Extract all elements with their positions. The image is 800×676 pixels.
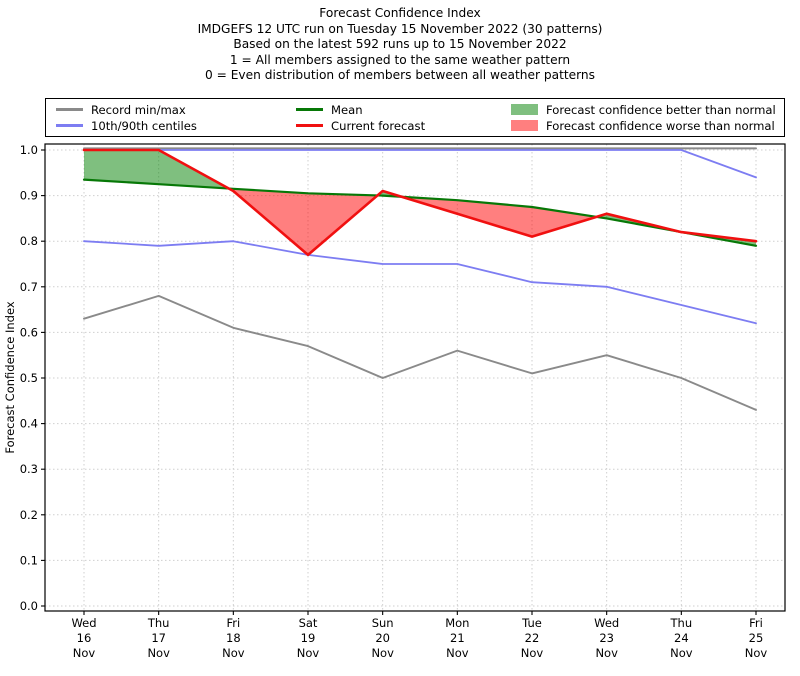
chart-subtitle-basis: Based on the latest 592 runs up to 15 No…	[233, 37, 567, 52]
x-tick-label: Thu	[147, 616, 170, 630]
chart-subtitle-scale-one: 1 = All members assigned to the same wea…	[229, 52, 571, 67]
x-tick-label: 22	[525, 631, 540, 645]
x-tick-label: Sat	[299, 616, 318, 630]
legend-label: Forecast confidence better than normal	[546, 102, 776, 117]
axis-tick-labels: 0.00.10.20.30.40.50.60.70.80.91.0Wed16No…	[20, 143, 768, 660]
y-tick-label: 0.0	[20, 599, 38, 613]
y-tick-label: 0.5	[20, 371, 38, 385]
x-tick-label: Nov	[297, 646, 320, 660]
y-axis-title: Forecast Confidence Index	[3, 301, 17, 453]
chart-title: Forecast Confidence Index	[319, 6, 481, 20]
x-tick-label: Nov	[147, 646, 170, 660]
y-tick-label: 0.9	[20, 189, 38, 203]
x-tick-label: Nov	[670, 646, 693, 660]
x-tick-label: 19	[301, 631, 316, 645]
x-tick-label: Tue	[521, 616, 542, 630]
chart-legend: Record min/max 10th/90th centiles Mean C…	[45, 98, 785, 137]
series-10th-centile-line	[83, 240, 757, 325]
x-tick-label: Nov	[222, 646, 245, 660]
x-tick-label: 23	[599, 631, 614, 645]
record-minmax-line-swatch	[56, 108, 83, 111]
x-tick-label: Fri	[226, 616, 240, 630]
x-tick-label: Nov	[521, 646, 544, 660]
series-90th-centile-line	[83, 149, 757, 179]
x-tick-label: Wed	[71, 616, 96, 630]
legend-item-worse-than-normal: Forecast confidence worse than normal	[511, 118, 775, 133]
legend-item-current-forecast: Current forecast	[296, 118, 425, 133]
series-record-min-line	[83, 294, 757, 411]
centiles-line-swatch	[56, 124, 83, 127]
x-tick-label: Nov	[73, 646, 96, 660]
x-tick-label: Nov	[595, 646, 618, 660]
axis-ticks	[41, 149, 757, 615]
legend-label: Forecast confidence worse than normal	[546, 118, 775, 133]
y-tick-label: 0.6	[20, 325, 38, 339]
worse-than-normal-patch-swatch	[511, 120, 538, 131]
y-tick-label: 0.8	[20, 234, 38, 248]
legend-item-better-than-normal: Forecast confidence better than normal	[511, 102, 776, 117]
current-forecast-line-swatch	[296, 124, 323, 127]
gridlines	[45, 144, 785, 611]
fill-worse-than-normal	[228, 188, 379, 255]
x-tick-label: Nov	[745, 646, 768, 660]
x-tick-label: 25	[749, 631, 764, 645]
x-tick-label: 21	[450, 631, 465, 645]
series-current-forecast-line	[82, 148, 758, 257]
series-mean-line	[82, 178, 758, 247]
x-tick-label: Sun	[372, 616, 394, 630]
x-tick-label: Nov	[446, 646, 469, 660]
legend-label: Mean	[331, 102, 363, 117]
x-tick-label: 18	[226, 631, 241, 645]
x-tick-label: Mon	[445, 616, 469, 630]
x-tick-label: Fri	[749, 616, 763, 630]
y-tick-label: 0.1	[20, 553, 38, 567]
legend-label: Record min/max	[91, 102, 186, 117]
legend-label: Current forecast	[331, 118, 426, 133]
chart-subtitle-scale-zero: 0 = Even distribution of members between…	[204, 68, 596, 83]
x-tick-label: 16	[77, 631, 92, 645]
fill-better-than-normal	[84, 150, 229, 189]
x-tick-label: Thu	[670, 616, 693, 630]
legend-item-mean: Mean	[296, 102, 363, 117]
x-tick-label: 20	[375, 631, 390, 645]
y-tick-label: 0.4	[20, 417, 38, 431]
legend-item-centiles: 10th/90th centiles	[56, 118, 197, 133]
x-tick-label: 24	[674, 631, 689, 645]
x-tick-label: Wed	[594, 616, 619, 630]
y-tick-label: 0.2	[20, 508, 38, 522]
better-than-normal-patch-swatch	[511, 104, 538, 115]
figure-titles: Forecast Confidence Index IMDGEFS 12 UTC…	[0, 6, 800, 84]
chart-subtitle-run: IMDGEFS 12 UTC run on Tuesday 15 Novembe…	[197, 21, 603, 36]
x-tick-label: Nov	[371, 646, 394, 660]
mean-line-swatch	[296, 108, 323, 111]
fill-worse-than-normal	[402, 196, 597, 237]
y-tick-label: 0.3	[20, 462, 38, 476]
legend-label: 10th/90th centiles	[91, 118, 197, 133]
legend-item-record-minmax: Record min/max	[56, 102, 186, 117]
x-tick-label: 17	[151, 631, 166, 645]
y-tick-label: 1.0	[20, 143, 38, 157]
y-tick-label: 0.7	[20, 280, 38, 294]
